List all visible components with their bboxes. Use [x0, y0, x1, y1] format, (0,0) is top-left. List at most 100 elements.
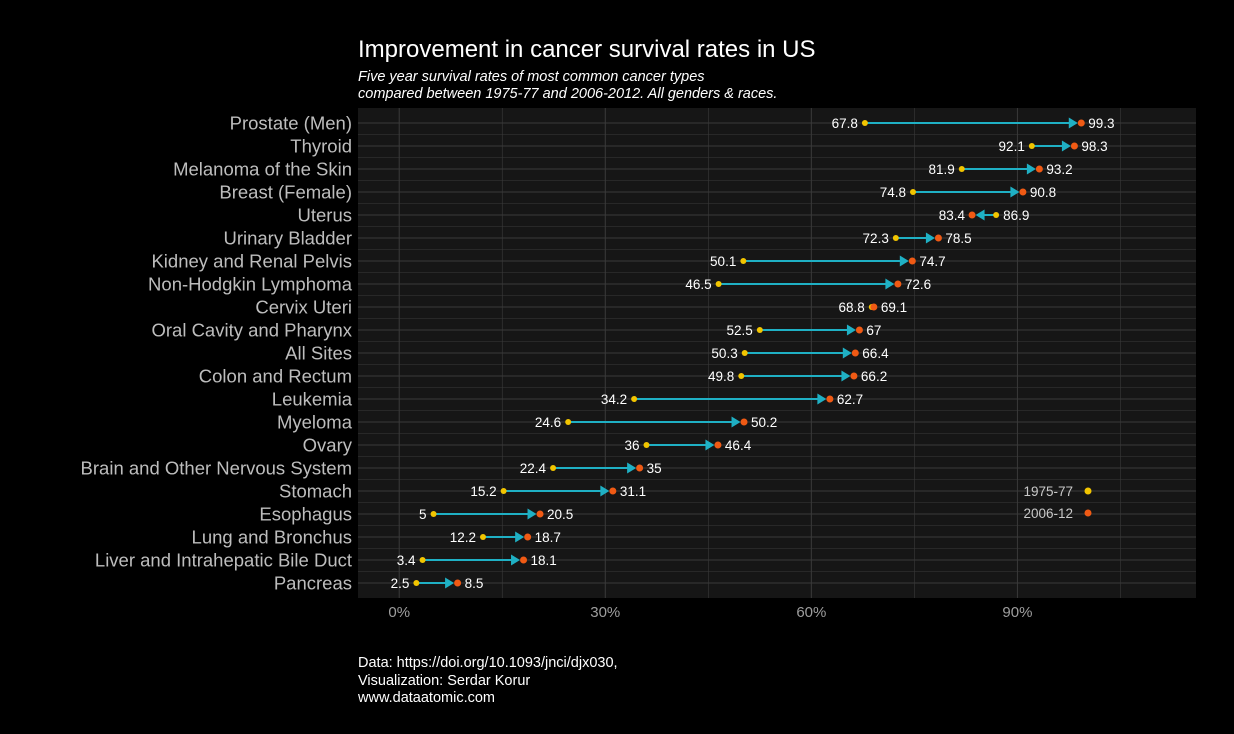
category-label: Ovary: [303, 435, 353, 456]
arrow-head: [1061, 140, 1071, 152]
value-label-left: 36: [624, 438, 639, 453]
legend-marker: [1084, 509, 1092, 517]
start-point: [993, 212, 1000, 218]
value-label-right: 8.5: [465, 576, 484, 591]
subtitle-line-1: Five year survival rates of most common …: [358, 69, 705, 85]
category-label: Uterus: [298, 205, 353, 226]
start-point: [741, 350, 748, 356]
end-point: [454, 579, 462, 587]
arrow-head: [846, 324, 856, 336]
start-point: [740, 258, 747, 264]
start-point: [480, 534, 487, 540]
arrow-head: [885, 278, 895, 290]
end-point: [520, 556, 528, 564]
start-point: [910, 189, 917, 195]
arrow-head: [600, 485, 610, 497]
value-label-left: 72.3: [863, 231, 889, 246]
arrow-head: [527, 508, 537, 520]
value-label-left: 81.9: [928, 162, 954, 177]
legend-marker: [1084, 487, 1092, 495]
end-point: [908, 257, 916, 265]
start-point: [756, 327, 763, 333]
legend-label: 1975-77: [1023, 484, 1073, 499]
arrow-head: [925, 232, 935, 244]
caption-source: Data: https://doi.org/10.1093/jnci/djx03…: [358, 655, 618, 671]
end-point: [1070, 142, 1078, 150]
value-label-left: 50.1: [710, 254, 736, 269]
end-point: [609, 487, 617, 495]
start-point: [861, 120, 868, 126]
arrow-head: [515, 531, 525, 543]
value-label-left: 68.8: [839, 300, 865, 315]
value-label-right: 46.4: [725, 438, 752, 453]
end-point: [934, 234, 942, 242]
value-label-right: 72.6: [905, 277, 931, 292]
x-tick-label: 30%: [590, 604, 620, 621]
end-point: [636, 464, 644, 472]
category-label: Cervix Uteri: [255, 297, 352, 318]
end-point: [826, 395, 834, 403]
category-label: Esophagus: [259, 504, 352, 525]
category-label: Non-Hodgkin Lymphoma: [148, 274, 353, 295]
category-label: Colon and Rectum: [199, 366, 352, 387]
end-point: [851, 349, 859, 357]
value-label-right: 86.9: [1003, 208, 1029, 223]
value-label-right: 99.3: [1088, 116, 1114, 131]
start-point: [419, 557, 426, 563]
value-label-right: 35: [647, 461, 662, 476]
value-label-left: 50.3: [711, 346, 737, 361]
value-label-right: 18.7: [535, 530, 561, 545]
arrow-head: [445, 577, 455, 589]
end-point: [536, 510, 544, 518]
arrow-head: [1010, 186, 1020, 198]
chart-subtitle: Five year survival rates of most common …: [358, 69, 777, 103]
category-label: Prostate (Men): [230, 113, 352, 134]
value-label-right: 67: [866, 323, 881, 338]
value-label-right: 69.1: [881, 300, 907, 315]
value-label-left: 2.5: [391, 576, 410, 591]
end-point: [968, 211, 976, 219]
start-point: [715, 281, 722, 287]
start-point: [1028, 143, 1035, 149]
arrow-head: [817, 393, 827, 405]
value-label-right: 66.2: [861, 369, 887, 384]
value-label-right: 74.7: [919, 254, 945, 269]
legend-label: 2006-12: [1023, 506, 1073, 521]
category-label: Kidney and Renal Pelvis: [151, 251, 352, 272]
category-label: All Sites: [285, 343, 352, 364]
value-label-left: 46.5: [685, 277, 711, 292]
value-label-left: 5: [419, 507, 427, 522]
start-point: [631, 396, 638, 402]
category-label: Urinary Bladder: [223, 228, 352, 249]
category-label: Pancreas: [274, 573, 352, 594]
value-label-right: 18.1: [531, 553, 557, 568]
arrow-head: [899, 255, 909, 267]
start-point: [643, 442, 650, 448]
arrow-head: [627, 462, 637, 474]
category-label: Oral Cavity and Pharynx: [151, 320, 352, 341]
end-point: [1019, 188, 1027, 196]
arrow-head: [511, 554, 521, 566]
subtitle-line-2: compared between 1975-77 and 2006-2012. …: [358, 86, 778, 102]
value-label-left: 3.4: [397, 553, 416, 568]
arrow-head: [841, 370, 851, 382]
value-label-right: 78.5: [945, 231, 971, 246]
start-point: [738, 373, 745, 379]
value-label-right: 93.2: [1046, 162, 1072, 177]
end-point: [714, 441, 722, 449]
value-label-left: 92.1: [999, 139, 1025, 154]
end-point: [524, 533, 532, 541]
category-label: Thyroid: [290, 136, 352, 157]
chart-title: Improvement in cancer survival rates in …: [358, 36, 816, 63]
start-point: [958, 166, 965, 172]
chart-caption: Data: https://doi.org/10.1093/jnci/djx03…: [358, 655, 618, 708]
caption-website: www.dataatomic.com: [358, 690, 495, 706]
value-label-right: 98.3: [1081, 139, 1107, 154]
value-label-left: 22.4: [520, 461, 547, 476]
value-label-left: 12.2: [450, 530, 476, 545]
start-point: [430, 511, 437, 517]
value-label-left: 67.8: [832, 116, 858, 131]
arrow-head: [1068, 117, 1078, 129]
end-point: [850, 372, 858, 380]
category-label: Breast (Female): [219, 182, 352, 203]
